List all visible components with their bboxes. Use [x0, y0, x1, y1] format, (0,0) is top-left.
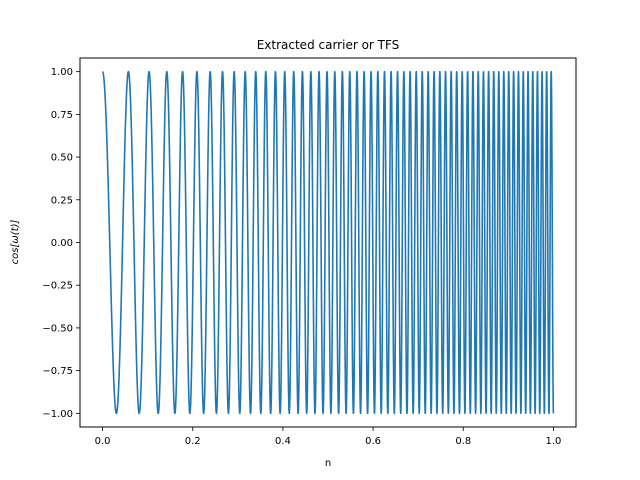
- y-tick-label: 0.25: [51, 195, 73, 206]
- y-tick-label: 0.75: [51, 110, 73, 121]
- y-tick-label: 1.00: [51, 67, 73, 78]
- y-tick-label: −0.25: [42, 281, 73, 292]
- x-tick-label: 0.8: [455, 436, 471, 447]
- x-tick-label: 0.4: [275, 436, 291, 447]
- x-tick-label: 0.2: [185, 436, 201, 447]
- y-axis: −1.00 −0.75 −0.50 −0.25 0.00 0.25 0.50 0.75 1.00: [42, 67, 80, 420]
- y-tick-label: −0.50: [42, 323, 73, 334]
- x-tick-label: 0.0: [95, 436, 111, 447]
- y-tick-label: −0.75: [42, 366, 73, 377]
- x-tick-label: 0.6: [365, 436, 381, 447]
- chart-title: Extracted carrier or TFS: [257, 38, 400, 52]
- x-axis: 0.0 0.2 0.4 0.6 0.8 1.0: [95, 427, 562, 447]
- y-tick-label: 0.00: [51, 238, 73, 249]
- y-tick-label: −1.00: [42, 409, 73, 420]
- x-tick-label: 1.0: [546, 436, 562, 447]
- y-tick-label: 0.50: [51, 153, 73, 164]
- x-axis-label: n: [325, 458, 331, 469]
- series-line: [101, 70, 555, 415]
- plot-area: [101, 70, 555, 415]
- y-axis-label: cos[ω(t)]: [10, 220, 21, 265]
- axes-frame: [79, 57, 577, 428]
